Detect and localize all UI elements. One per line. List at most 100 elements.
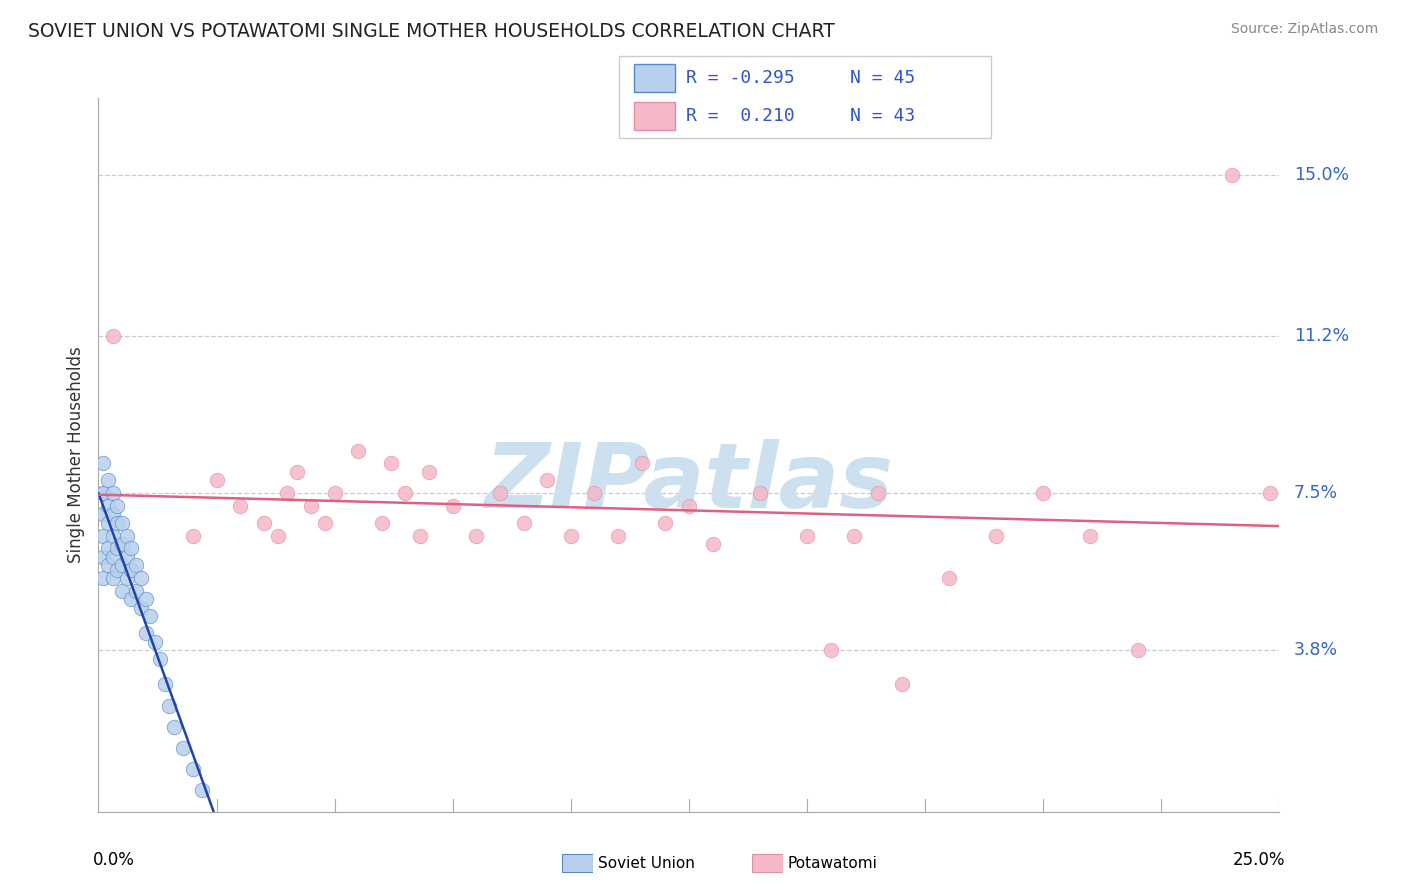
Point [1258, 486, 1281, 500]
Point [101, 486, 124, 500]
Point [149, 652, 172, 666]
Point [91, 528, 114, 542]
Point [97, 474, 120, 488]
Point [512, 516, 534, 530]
Text: R =  0.210: R = 0.210 [686, 107, 794, 125]
Point [583, 486, 606, 500]
Bar [562, 855, 593, 872]
Point [465, 528, 488, 542]
Point [139, 609, 162, 624]
Point [394, 486, 416, 500]
Point [253, 516, 276, 530]
Point [181, 762, 204, 776]
Point [314, 516, 336, 530]
Point [97, 541, 120, 556]
Point [796, 528, 818, 542]
Point [129, 571, 152, 585]
Point [153, 677, 176, 691]
Y-axis label: Single Mother Households: Single Mother Households [66, 347, 84, 563]
Point [181, 528, 204, 542]
Point [276, 486, 298, 500]
Point [115, 571, 138, 585]
Text: 11.2%: 11.2% [1294, 327, 1348, 345]
Point [121, 541, 143, 556]
Point [125, 583, 148, 598]
Point [91, 571, 114, 585]
Point [115, 528, 138, 542]
Point [157, 698, 180, 713]
Point [347, 443, 370, 458]
Point [1080, 528, 1102, 542]
Text: 3.8%: 3.8% [1294, 641, 1337, 659]
Point [1126, 643, 1149, 657]
Point [135, 592, 157, 607]
Text: 15.0%: 15.0% [1294, 166, 1348, 184]
Point [408, 528, 430, 542]
Bar [634, 103, 675, 130]
Point [135, 626, 157, 640]
Point [101, 571, 124, 585]
Point [748, 486, 770, 500]
Point [101, 508, 124, 522]
Point [938, 571, 960, 585]
Text: R = -0.295: R = -0.295 [686, 70, 794, 87]
Point [1220, 168, 1243, 182]
Point [844, 528, 866, 542]
Point [91, 486, 114, 500]
Point [172, 741, 194, 756]
Text: SOVIET UNION VS POTAWATOMI SINGLE MOTHER HOUSEHOLDS CORRELATION CHART: SOVIET UNION VS POTAWATOMI SINGLE MOTHER… [28, 22, 835, 41]
Point [91, 457, 114, 471]
Point [702, 537, 724, 551]
Point [105, 499, 128, 513]
Point [489, 486, 512, 500]
Point [441, 499, 464, 513]
Point [111, 516, 134, 530]
Text: 7.5%: 7.5% [1294, 484, 1337, 502]
Point [323, 486, 346, 500]
Point [111, 583, 134, 598]
Point [163, 720, 186, 734]
Text: ZIPatlas: ZIPatlas [485, 440, 893, 527]
Point [129, 600, 152, 615]
Text: Potawatomi: Potawatomi [787, 856, 877, 871]
Point [143, 635, 166, 649]
Point [299, 499, 322, 513]
Text: N = 43: N = 43 [849, 107, 915, 125]
Point [866, 486, 889, 500]
Bar [634, 64, 675, 92]
Point [115, 549, 138, 564]
Point [890, 677, 912, 691]
Point [560, 528, 582, 542]
Point [101, 528, 124, 542]
Point [536, 474, 558, 488]
Point [820, 643, 842, 657]
Point [105, 541, 128, 556]
Point [229, 499, 252, 513]
Point [267, 528, 290, 542]
Point [191, 783, 214, 797]
Text: N = 45: N = 45 [849, 70, 915, 87]
Point [91, 549, 114, 564]
Point [371, 516, 394, 530]
Point [121, 592, 143, 607]
Point [97, 558, 120, 573]
Point [111, 558, 134, 573]
Point [678, 499, 700, 513]
Text: 25.0%: 25.0% [1233, 851, 1285, 869]
Point [654, 516, 676, 530]
Point [418, 465, 440, 479]
Text: Source: ZipAtlas.com: Source: ZipAtlas.com [1230, 22, 1378, 37]
Point [111, 537, 134, 551]
Point [97, 516, 120, 530]
Point [380, 457, 402, 471]
Point [91, 508, 114, 522]
Point [607, 528, 630, 542]
Text: Soviet Union: Soviet Union [598, 856, 695, 871]
Point [97, 499, 120, 513]
Bar [752, 855, 783, 872]
Point [630, 457, 652, 471]
Point [984, 528, 1007, 542]
Point [125, 558, 148, 573]
Point [105, 516, 128, 530]
Point [205, 474, 228, 488]
